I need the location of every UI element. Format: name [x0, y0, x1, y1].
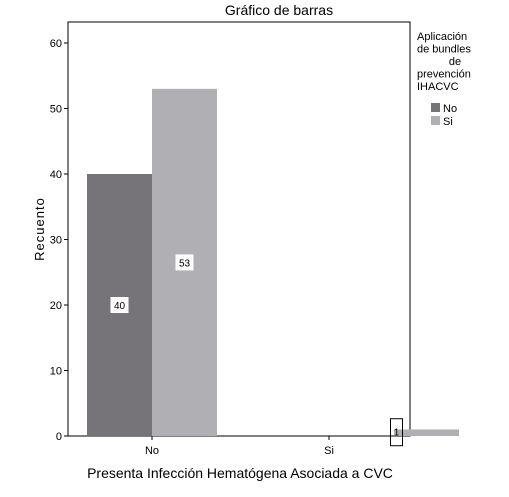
x-axis-label: Presenta Infección Hematógena Asociada a…: [87, 465, 393, 481]
x-tick-label: No: [145, 445, 159, 457]
data-label-box: [175, 254, 194, 271]
legend-title-line: de: [449, 56, 461, 68]
data-label: 40: [114, 301, 126, 312]
y-tick-label: 10: [50, 366, 62, 378]
y-tick-label: 50: [50, 104, 62, 116]
legend-swatch-si: [431, 116, 440, 125]
legend-swatch-no: [431, 103, 440, 112]
bars: 40 53 1: [87, 88, 459, 447]
data-label: 1: [394, 428, 400, 439]
legend-title-line: de bundles: [417, 44, 471, 56]
data-label: 53: [179, 258, 191, 269]
bar-si-si: [394, 429, 459, 436]
y-axis-label: Recuento: [32, 197, 47, 261]
x-axis: No Si: [145, 436, 334, 457]
data-label-box: [390, 418, 403, 447]
y-tick-label: 20: [50, 300, 62, 312]
legend-title-line: prevención: [417, 69, 471, 81]
legend-title-line: Aplicación: [417, 31, 467, 43]
y-tick-label: 0: [56, 431, 62, 443]
y-tick-label: 30: [50, 235, 62, 247]
y-tick-label: 60: [50, 38, 62, 50]
legend-label: No: [443, 103, 457, 115]
y-axis: 0 10 20 30 40 50 60: [50, 38, 68, 443]
legend-title-line: IHACVC: [417, 81, 459, 93]
y-tick-label: 40: [50, 169, 62, 181]
data-label-box: [110, 297, 129, 313]
legend-label: Si: [443, 116, 453, 128]
chart-title: Gráfico de barras: [225, 2, 333, 18]
x-tick-label: Si: [324, 445, 334, 457]
